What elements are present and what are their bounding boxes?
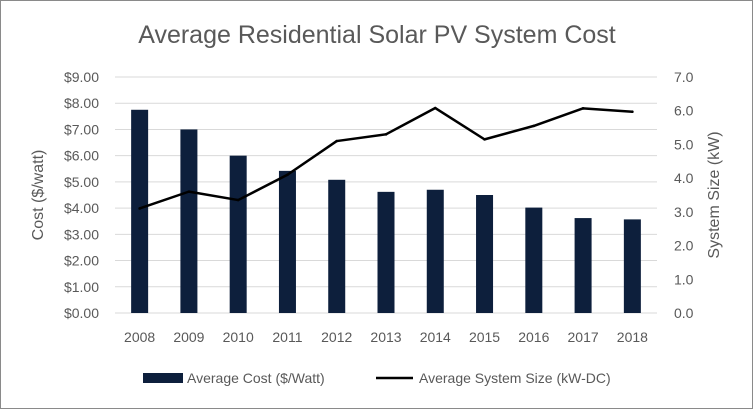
line-point-2015 <box>483 138 486 141</box>
line-point-2013 <box>384 133 388 136</box>
bar-2008 <box>131 109 149 314</box>
x-tick-label: 2011 <box>272 329 302 345</box>
y-tick-label: $5.00 <box>64 174 99 190</box>
line-point-2011 <box>286 173 289 177</box>
x-tick-label: 2015 <box>469 329 500 345</box>
y-tick-label: $1.00 <box>64 279 99 295</box>
y-tick-label: $0.00 <box>64 305 99 321</box>
bar-2013 <box>377 191 395 313</box>
bar-series <box>131 109 641 314</box>
bar-2018 <box>623 219 641 313</box>
line-point-2016 <box>532 124 536 128</box>
y2-tick-label: 1.0 <box>674 271 694 287</box>
line-point-2010 <box>236 198 240 202</box>
x-tick-label: 2016 <box>518 329 549 345</box>
y-axis-label: Cost ($/watt) <box>30 150 47 241</box>
x-tick-label: 2010 <box>223 329 254 345</box>
line-point-2017 <box>581 107 585 110</box>
bar-2015 <box>476 195 494 313</box>
bar-2014 <box>426 189 444 313</box>
chart-title: Average Residential Solar PV System Cost <box>138 21 616 49</box>
bar-2016 <box>525 207 543 313</box>
y-tick-label: $2.00 <box>64 253 99 269</box>
y2-tick-label: 5.0 <box>674 136 694 152</box>
legend-line-label: Average System Size (kW-DC) <box>419 370 611 386</box>
bar-2011 <box>278 170 296 313</box>
axis-ticks: $0.00 $1.00 $2.00 $3.00 $4.00 $5.00 $6.00 $7.00… <box>64 69 694 345</box>
line-point-2014 <box>433 106 437 110</box>
legend-bar-label: Average Cost ($/Watt) <box>187 370 325 386</box>
y-tick-label: $8.00 <box>64 95 99 111</box>
x-tick-label: 2014 <box>420 329 451 345</box>
x-tick-label: 2013 <box>370 329 401 345</box>
y2-tick-label: 2.0 <box>674 238 694 254</box>
bar-2017 <box>574 218 592 313</box>
y-tick-label: $7.00 <box>64 121 99 137</box>
line-point-2009 <box>187 190 191 193</box>
x-tick-label: 2008 <box>124 329 155 345</box>
y2-tick-label: 7.0 <box>674 69 694 85</box>
y-tick-label: $6.00 <box>64 148 99 164</box>
y-tick-label: $4.00 <box>64 200 99 216</box>
bar-2012 <box>328 179 346 313</box>
x-tick-label: 2009 <box>173 329 204 345</box>
line-point-2012 <box>335 139 339 143</box>
bar-2010 <box>229 155 247 313</box>
y2-tick-label: 3.0 <box>674 204 694 220</box>
y-tick-label: $9.00 <box>64 69 99 85</box>
y2-tick-label: 6.0 <box>674 103 694 119</box>
bar-2009 <box>180 129 198 313</box>
line-point-2018 <box>631 110 634 114</box>
y2-tick-label: 4.0 <box>674 170 694 186</box>
line-point-2008 <box>138 207 141 210</box>
x-tick-label: 2017 <box>568 329 599 345</box>
x-tick-label: 2012 <box>321 329 352 345</box>
legend: Average Cost ($/Watt) Average System Siz… <box>143 370 611 386</box>
legend-bar-swatch <box>143 373 183 383</box>
y2-axis-label: System Size (kW) <box>706 131 723 258</box>
y2-tick-label: 0.0 <box>674 305 694 321</box>
x-tick-label: 2018 <box>617 329 648 345</box>
y-tick-label: $3.00 <box>64 226 99 242</box>
line-series <box>138 106 634 210</box>
